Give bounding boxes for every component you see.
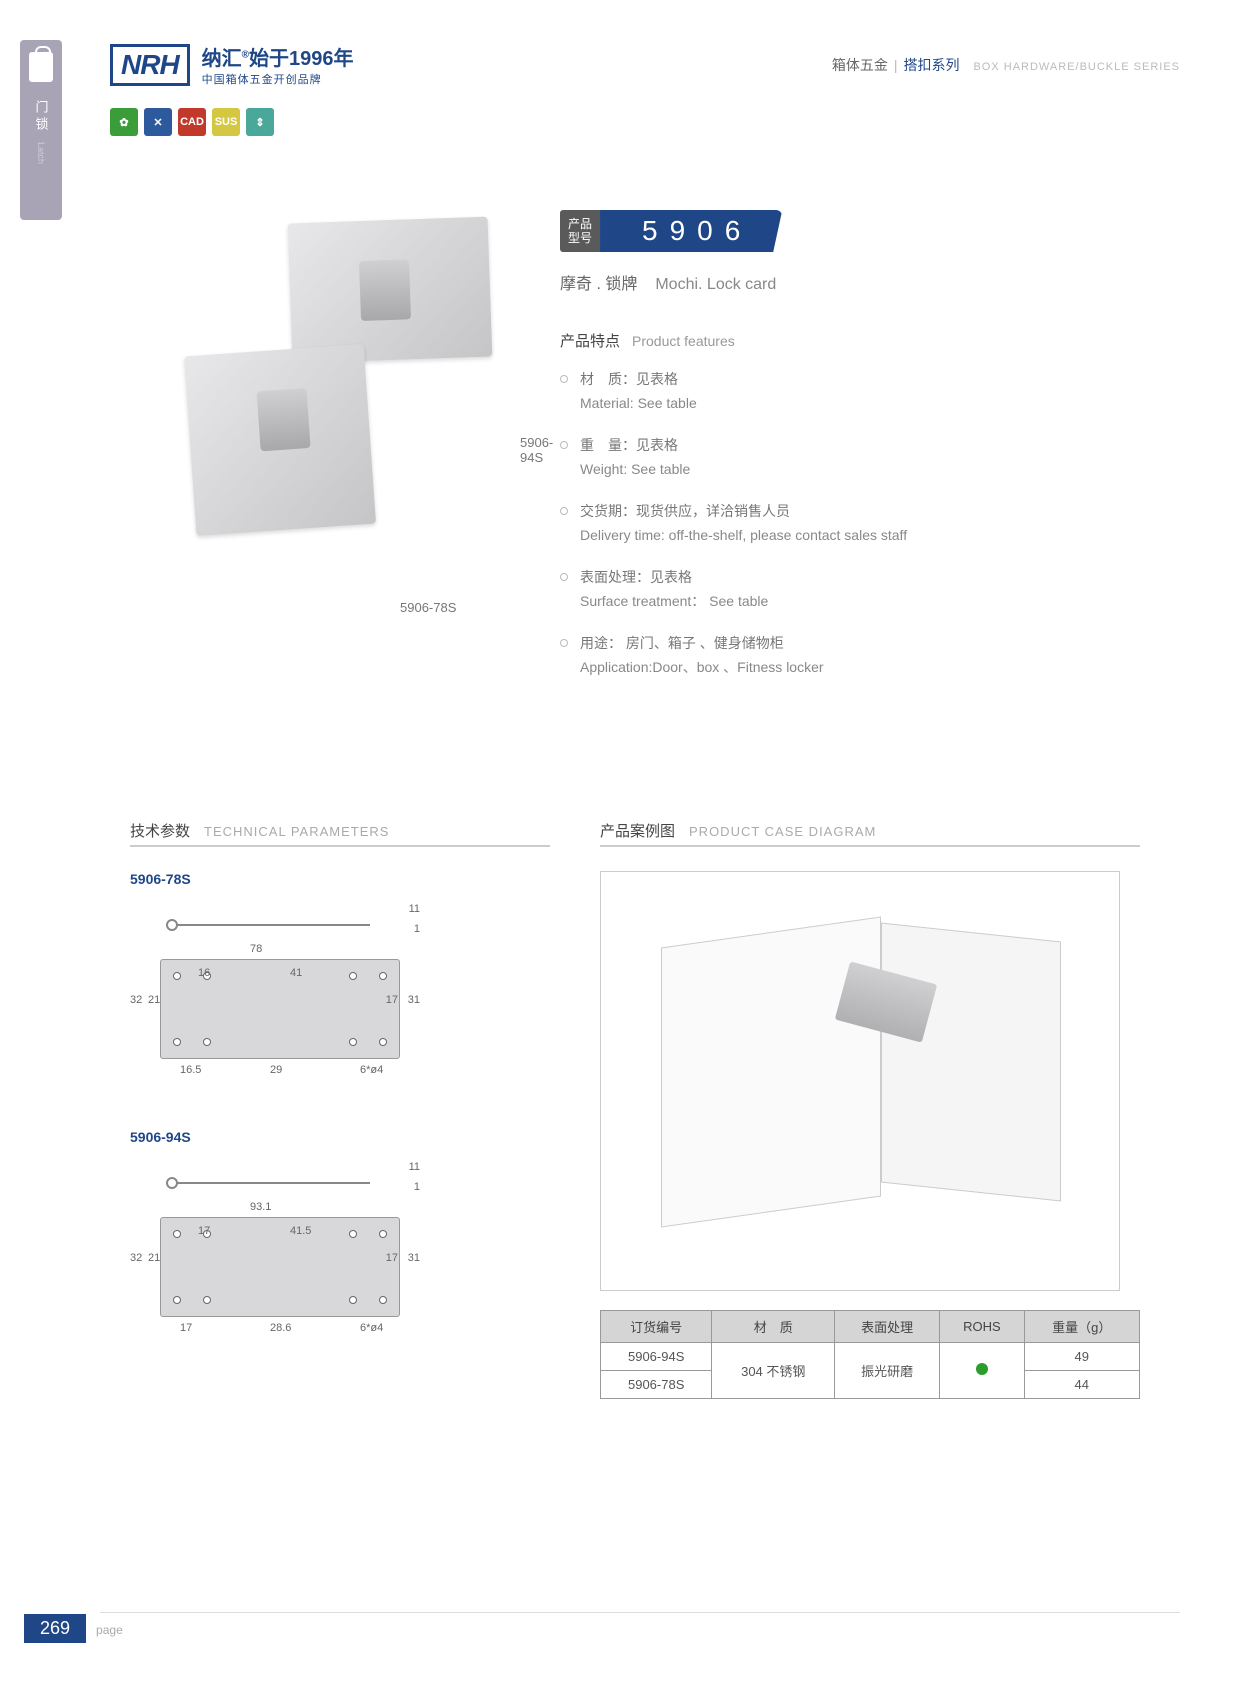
product-label-1: 5906-94S	[520, 435, 553, 465]
product-label-2: 5906-78S	[400, 600, 456, 615]
footer-divider	[100, 1612, 1180, 1613]
page-footer: 269 page	[24, 1614, 123, 1643]
logo-mark: NRH	[110, 44, 190, 86]
model-tag: 产品型号	[560, 210, 600, 252]
feature-item: 用途： 房门、箱子 、健身储物柜Application:Door、box 、Fi…	[560, 631, 1120, 679]
case-title: 产品案例图PRODUCT CASE DIAGRAM	[600, 820, 1140, 847]
table-header: 订货编号	[601, 1311, 712, 1343]
dimension-drawing: 11193.11741.5322117311728.66*ø4	[130, 1157, 470, 1357]
feature-item: 材 质：见表格Material: See table	[560, 367, 1120, 415]
feature-item: 交货期：现货供应，详洽销售人员Delivery time: off-the-sh…	[560, 499, 1120, 547]
page-header: NRH 纳汇®始于1996年 中国箱体五金开创品牌 箱体五金|搭扣系列BOX H…	[110, 42, 1180, 87]
lock-icon	[29, 52, 53, 82]
dimension-drawing: 1117816413221173116.5296*ø4	[130, 899, 470, 1099]
table-header: 材 质	[712, 1311, 835, 1343]
tools-icon: ✕	[144, 108, 172, 136]
product-photo-1	[288, 217, 493, 364]
product-images: 5906-94S 5906-78S	[170, 220, 550, 600]
technical-parameters: 技术参数TECHNICAL PARAMETERS 5906-78S 1117816…	[130, 820, 550, 1387]
tech-title: 技术参数TECHNICAL PARAMETERS	[130, 820, 550, 847]
sidebar-tab: 门锁 Latch	[20, 40, 62, 220]
eco-icon: ✿	[110, 108, 138, 136]
cad-icon: CAD	[178, 108, 206, 136]
sidebar-label-cn: 门锁	[32, 100, 51, 134]
rohs-dot	[976, 1363, 988, 1375]
features-title: 产品特点Product features	[560, 330, 1120, 351]
diagram-label: 5906-94S	[130, 1129, 550, 1145]
product-case: 产品案例图PRODUCT CASE DIAGRAM	[600, 820, 1140, 1291]
sidebar-label-en: Latch	[36, 142, 46, 164]
spec-table: 订货编号材 质表面处理ROHS重量（g） 5906-94S304 不锈钢振光研磨…	[600, 1310, 1140, 1399]
logo: NRH 纳汇®始于1996年 中国箱体五金开创品牌	[110, 42, 354, 87]
brand-subtitle: 中国箱体五金开创品牌	[202, 71, 354, 87]
product-photo-2	[184, 344, 376, 536]
diagram-label: 5906-78S	[130, 871, 550, 887]
table-header: ROHS	[940, 1311, 1024, 1343]
page-number: 269	[24, 1614, 86, 1643]
feature-item: 重 量：见表格Weight: See table	[560, 433, 1120, 481]
model-header: 产品型号 5906 摩奇 . 锁牌Mochi. Lock card	[560, 210, 782, 294]
feature-item: 表面处理：见表格Surface treatment： See table	[560, 565, 1120, 613]
model-name: 摩奇 . 锁牌Mochi. Lock card	[560, 270, 782, 294]
screw-icon: ⇕	[246, 108, 274, 136]
page-label: page	[96, 1623, 123, 1637]
header-category: 箱体五金|搭扣系列BOX HARDWARE/BUCKLE SERIES	[832, 55, 1180, 75]
case-diagram	[600, 871, 1120, 1291]
model-number: 5906	[600, 210, 782, 252]
feature-icons: ✿ ✕ CAD SUS ⇕	[110, 108, 274, 136]
table-header: 重量（g）	[1024, 1311, 1140, 1343]
table-header: 表面处理	[835, 1311, 940, 1343]
sus-icon: SUS	[212, 108, 240, 136]
product-features: 产品特点Product features 材 质：见表格Material: Se…	[560, 330, 1120, 697]
table-row: 5906-94S304 不锈钢振光研磨49	[601, 1343, 1140, 1371]
brand-name: 纳汇®始于1996年	[202, 42, 354, 71]
